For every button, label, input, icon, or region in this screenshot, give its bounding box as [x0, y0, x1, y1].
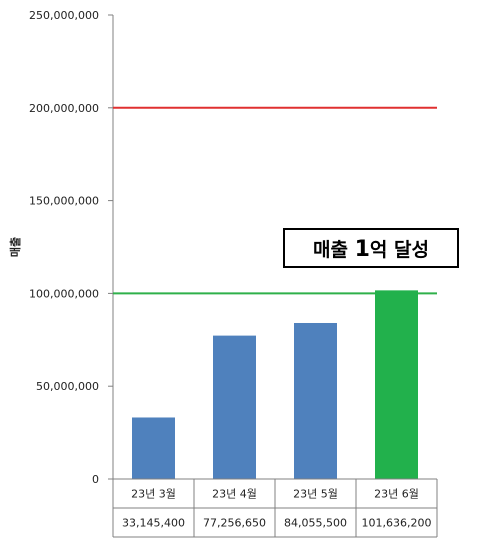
- y-tick-label: 50,000,000: [36, 380, 99, 393]
- value-label: 77,256,650: [203, 517, 266, 530]
- annotation-text-post: 억 달성: [370, 239, 429, 261]
- value-label: 33,145,400: [122, 517, 185, 530]
- bar: [375, 290, 418, 479]
- category-label: 23년 3월: [131, 488, 176, 501]
- value-label: 101,636,200: [362, 517, 432, 530]
- annotation-text-pre: 매출: [313, 239, 355, 261]
- annotation-text: 매출 1억 달성: [313, 237, 429, 262]
- annotation-box: [283, 228, 459, 268]
- value-label: 84,055,500: [284, 517, 347, 530]
- category-label: 23년 6월: [374, 488, 419, 501]
- y-tick-label: 0: [92, 473, 99, 486]
- y-tick-label: 250,000,000: [29, 9, 99, 22]
- annotation-callout: 매출 1억 달성: [283, 228, 459, 268]
- y-tick-label: 100,000,000: [29, 287, 99, 300]
- bar: [294, 322, 337, 479]
- y-axis-label: 매출: [8, 237, 22, 257]
- bar: [213, 335, 256, 479]
- annotation-text-number: 1: [355, 237, 370, 262]
- bar: [132, 417, 175, 479]
- bars: [132, 290, 418, 479]
- y-tick-label: 150,000,000: [29, 195, 99, 208]
- y-tick-label: 200,000,000: [29, 102, 99, 115]
- y-axis-tick-labels: 0 50,000,000 100,000,000 150,000,000 200,000…: [29, 9, 113, 486]
- data-table: 23년 3월 33,145,400 23년 4월 77,256,650 23년 5월 84…: [112, 478, 438, 538]
- category-label: 23년 4월: [212, 488, 257, 501]
- category-label: 23년 5월: [293, 488, 338, 501]
